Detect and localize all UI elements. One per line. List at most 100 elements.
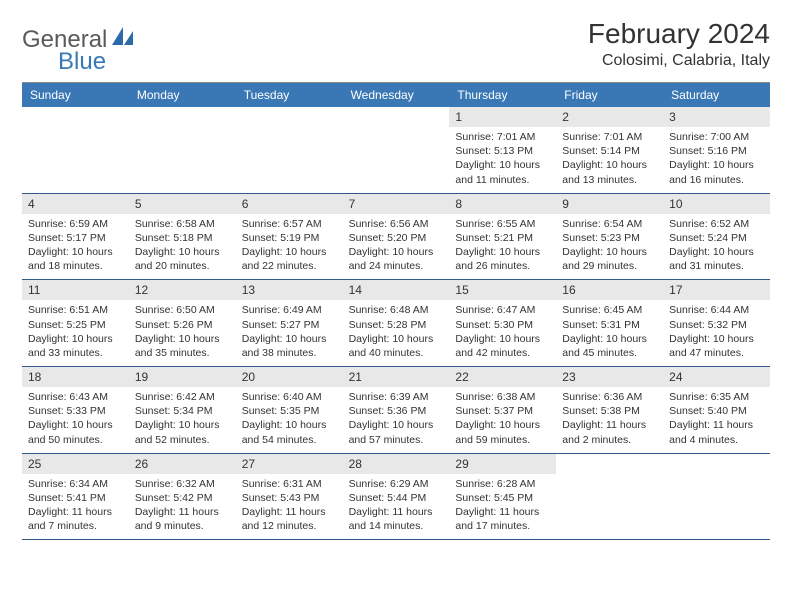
calendar-cell: 16Sunrise: 6:45 AMSunset: 5:31 PMDayligh… — [556, 280, 663, 367]
day-number: 14 — [343, 280, 450, 300]
day-detail: Sunrise: 6:54 AMSunset: 5:23 PMDaylight:… — [556, 214, 663, 280]
day-detail: Sunrise: 6:42 AMSunset: 5:34 PMDaylight:… — [129, 387, 236, 453]
day-detail: Sunrise: 6:56 AMSunset: 5:20 PMDaylight:… — [343, 214, 450, 280]
brand-sail-icon — [112, 27, 134, 52]
calendar-cell: 17Sunrise: 6:44 AMSunset: 5:32 PMDayligh… — [663, 280, 770, 367]
day-detail: Sunrise: 7:01 AMSunset: 5:13 PMDaylight:… — [449, 127, 556, 193]
day-detail: Sunrise: 6:29 AMSunset: 5:44 PMDaylight:… — [343, 474, 450, 540]
day-detail: Sunrise: 6:52 AMSunset: 5:24 PMDaylight:… — [663, 214, 770, 280]
calendar-cell: 4Sunrise: 6:59 AMSunset: 5:17 PMDaylight… — [22, 194, 129, 281]
calendar-cell: 12Sunrise: 6:50 AMSunset: 5:26 PMDayligh… — [129, 280, 236, 367]
day-number: 22 — [449, 367, 556, 387]
day-number: 17 — [663, 280, 770, 300]
calendar-cell: 1Sunrise: 7:01 AMSunset: 5:13 PMDaylight… — [449, 107, 556, 194]
title-block: February 2024 Colosimi, Calabria, Italy — [588, 18, 770, 70]
calendar-cell: 25Sunrise: 6:34 AMSunset: 5:41 PMDayligh… — [22, 454, 129, 541]
calendar-cell: 7Sunrise: 6:56 AMSunset: 5:20 PMDaylight… — [343, 194, 450, 281]
day-number: 2 — [556, 107, 663, 127]
calendar-cell: 9Sunrise: 6:54 AMSunset: 5:23 PMDaylight… — [556, 194, 663, 281]
calendar-cell: 28Sunrise: 6:29 AMSunset: 5:44 PMDayligh… — [343, 454, 450, 541]
header: General Blue February 2024 Colosimi, Cal… — [22, 18, 770, 76]
weekday-header: Sunday — [22, 83, 129, 107]
calendar-cell: 20Sunrise: 6:40 AMSunset: 5:35 PMDayligh… — [236, 367, 343, 454]
calendar-cell: 19Sunrise: 6:42 AMSunset: 5:34 PMDayligh… — [129, 367, 236, 454]
weekday-header: Friday — [556, 83, 663, 107]
day-number: 6 — [236, 194, 343, 214]
calendar-cell: 3Sunrise: 7:00 AMSunset: 5:16 PMDaylight… — [663, 107, 770, 194]
calendar-cell-empty — [556, 454, 663, 541]
day-detail: Sunrise: 6:38 AMSunset: 5:37 PMDaylight:… — [449, 387, 556, 453]
calendar-cell-empty — [343, 107, 450, 194]
calendar-cell: 26Sunrise: 6:32 AMSunset: 5:42 PMDayligh… — [129, 454, 236, 541]
day-detail: Sunrise: 6:59 AMSunset: 5:17 PMDaylight:… — [22, 214, 129, 280]
brand-logo: General Blue — [22, 26, 134, 76]
day-detail: Sunrise: 6:44 AMSunset: 5:32 PMDaylight:… — [663, 300, 770, 366]
calendar-cell: 6Sunrise: 6:57 AMSunset: 5:19 PMDaylight… — [236, 194, 343, 281]
day-number: 10 — [663, 194, 770, 214]
day-detail: Sunrise: 6:48 AMSunset: 5:28 PMDaylight:… — [343, 300, 450, 366]
day-detail: Sunrise: 6:47 AMSunset: 5:30 PMDaylight:… — [449, 300, 556, 366]
day-detail: Sunrise: 6:50 AMSunset: 5:26 PMDaylight:… — [129, 300, 236, 366]
day-number: 11 — [22, 280, 129, 300]
calendar-cell: 21Sunrise: 6:39 AMSunset: 5:36 PMDayligh… — [343, 367, 450, 454]
day-number: 18 — [22, 367, 129, 387]
brand-line2: Blue — [58, 48, 134, 76]
day-number: 27 — [236, 454, 343, 474]
calendar-cell: 10Sunrise: 6:52 AMSunset: 5:24 PMDayligh… — [663, 194, 770, 281]
day-number: 29 — [449, 454, 556, 474]
calendar-cell: 5Sunrise: 6:58 AMSunset: 5:18 PMDaylight… — [129, 194, 236, 281]
calendar-cell: 14Sunrise: 6:48 AMSunset: 5:28 PMDayligh… — [343, 280, 450, 367]
weekday-header: Monday — [129, 83, 236, 107]
day-detail: Sunrise: 6:49 AMSunset: 5:27 PMDaylight:… — [236, 300, 343, 366]
day-number: 9 — [556, 194, 663, 214]
calendar-cell: 23Sunrise: 6:36 AMSunset: 5:38 PMDayligh… — [556, 367, 663, 454]
day-detail: Sunrise: 6:43 AMSunset: 5:33 PMDaylight:… — [22, 387, 129, 453]
day-number: 19 — [129, 367, 236, 387]
calendar-cell-empty — [129, 107, 236, 194]
day-detail: Sunrise: 6:40 AMSunset: 5:35 PMDaylight:… — [236, 387, 343, 453]
calendar-cell-empty — [236, 107, 343, 194]
day-number: 24 — [663, 367, 770, 387]
weekday-header: Thursday — [449, 83, 556, 107]
day-detail: Sunrise: 6:51 AMSunset: 5:25 PMDaylight:… — [22, 300, 129, 366]
day-detail: Sunrise: 6:31 AMSunset: 5:43 PMDaylight:… — [236, 474, 343, 540]
calendar-cell: 29Sunrise: 6:28 AMSunset: 5:45 PMDayligh… — [449, 454, 556, 541]
calendar-cell: 13Sunrise: 6:49 AMSunset: 5:27 PMDayligh… — [236, 280, 343, 367]
day-number: 1 — [449, 107, 556, 127]
calendar-cell-empty — [22, 107, 129, 194]
weekday-header: Saturday — [663, 83, 770, 107]
weekday-header: Wednesday — [343, 83, 450, 107]
day-detail: Sunrise: 7:01 AMSunset: 5:14 PMDaylight:… — [556, 127, 663, 193]
day-detail: Sunrise: 6:55 AMSunset: 5:21 PMDaylight:… — [449, 214, 556, 280]
day-number: 4 — [22, 194, 129, 214]
day-detail: Sunrise: 6:45 AMSunset: 5:31 PMDaylight:… — [556, 300, 663, 366]
day-number: 25 — [22, 454, 129, 474]
day-number: 16 — [556, 280, 663, 300]
day-number: 20 — [236, 367, 343, 387]
calendar-cell: 27Sunrise: 6:31 AMSunset: 5:43 PMDayligh… — [236, 454, 343, 541]
day-number: 8 — [449, 194, 556, 214]
day-number: 23 — [556, 367, 663, 387]
calendar-cell-empty — [663, 454, 770, 541]
day-number: 28 — [343, 454, 450, 474]
day-number: 5 — [129, 194, 236, 214]
calendar-cell: 8Sunrise: 6:55 AMSunset: 5:21 PMDaylight… — [449, 194, 556, 281]
day-number: 15 — [449, 280, 556, 300]
day-detail: Sunrise: 6:58 AMSunset: 5:18 PMDaylight:… — [129, 214, 236, 280]
day-detail: Sunrise: 7:00 AMSunset: 5:16 PMDaylight:… — [663, 127, 770, 193]
calendar-grid: SundayMondayTuesdayWednesdayThursdayFrid… — [22, 83, 770, 540]
day-detail: Sunrise: 6:35 AMSunset: 5:40 PMDaylight:… — [663, 387, 770, 453]
weekday-header: Tuesday — [236, 83, 343, 107]
day-detail: Sunrise: 6:28 AMSunset: 5:45 PMDaylight:… — [449, 474, 556, 540]
calendar-cell: 18Sunrise: 6:43 AMSunset: 5:33 PMDayligh… — [22, 367, 129, 454]
calendar-cell: 24Sunrise: 6:35 AMSunset: 5:40 PMDayligh… — [663, 367, 770, 454]
location: Colosimi, Calabria, Italy — [588, 52, 770, 70]
day-detail: Sunrise: 6:34 AMSunset: 5:41 PMDaylight:… — [22, 474, 129, 540]
page-title: February 2024 — [588, 18, 770, 50]
day-detail: Sunrise: 6:36 AMSunset: 5:38 PMDaylight:… — [556, 387, 663, 453]
calendar-cell: 2Sunrise: 7:01 AMSunset: 5:14 PMDaylight… — [556, 107, 663, 194]
day-number: 13 — [236, 280, 343, 300]
day-detail: Sunrise: 6:32 AMSunset: 5:42 PMDaylight:… — [129, 474, 236, 540]
calendar-cell: 11Sunrise: 6:51 AMSunset: 5:25 PMDayligh… — [22, 280, 129, 367]
calendar-cell: 15Sunrise: 6:47 AMSunset: 5:30 PMDayligh… — [449, 280, 556, 367]
